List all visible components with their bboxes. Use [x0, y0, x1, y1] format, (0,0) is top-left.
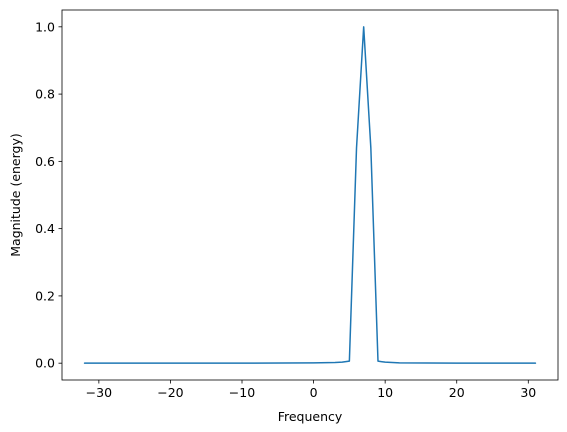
x-tick-label: −30 — [86, 385, 112, 400]
y-tick-label: 0.8 — [35, 87, 55, 102]
x-tick-label: 30 — [520, 385, 536, 400]
y-tick-label: 0.4 — [35, 221, 55, 236]
x-tick-label: 0 — [310, 385, 318, 400]
x-tick-label: −20 — [157, 385, 183, 400]
y-tick-label: 0.6 — [35, 154, 55, 169]
y-tick-label: 1.0 — [35, 19, 55, 34]
x-axis-label: Frequency — [278, 409, 343, 424]
series-line-0 — [83, 26, 537, 364]
x-tick-label: −10 — [229, 385, 255, 400]
y-tick-label: 0.0 — [35, 356, 55, 371]
x-tick-label: 10 — [377, 385, 393, 400]
x-tick-label: 20 — [449, 385, 465, 400]
y-axis-label: Magnitude (energy) — [8, 133, 23, 257]
plot-area-frame — [61, 9, 559, 381]
y-tick-label: 0.2 — [35, 288, 55, 303]
